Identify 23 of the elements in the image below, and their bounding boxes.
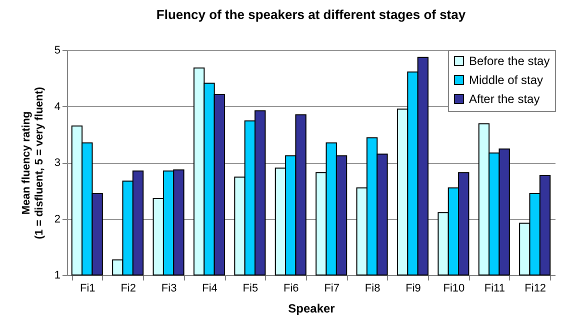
x-tick-label: Fi11: [484, 282, 505, 294]
x-tick-label: Fi12: [524, 282, 546, 294]
y-tick-label: 5: [54, 44, 60, 56]
y-tick-label: 2: [54, 213, 60, 226]
x-tick-label: Fi1: [80, 282, 96, 294]
y-tick-label: 4: [54, 100, 60, 113]
legend-label: Before the stay: [469, 54, 550, 68]
x-tick-label: Fi7: [324, 282, 340, 294]
x-tick-label: Fi9: [406, 282, 421, 294]
x-tick-label: Fi5: [242, 282, 258, 294]
chart-title: Fluency of the speakers at different stages of stay: [156, 7, 466, 22]
x-tick-label: Fi10: [443, 282, 465, 294]
x-tick-label: Fi6: [284, 282, 299, 294]
legend-label: Middle of stay: [469, 73, 544, 87]
x-tick-label: Fi2: [120, 282, 136, 294]
x-tick-label: Fi3: [161, 282, 177, 294]
x-axis-title: Speaker: [288, 302, 336, 316]
y-tick-label: 1: [54, 270, 60, 282]
legend-label: After the stay: [469, 92, 540, 106]
y-axis-title: Mean fluency rating (1 = disfluent, 5 = very fluent): [20, 86, 46, 240]
x-tick-label: Fi4: [202, 282, 218, 294]
x-tick-label: Fi8: [364, 282, 380, 294]
y-tick-label: 3: [54, 157, 60, 169]
